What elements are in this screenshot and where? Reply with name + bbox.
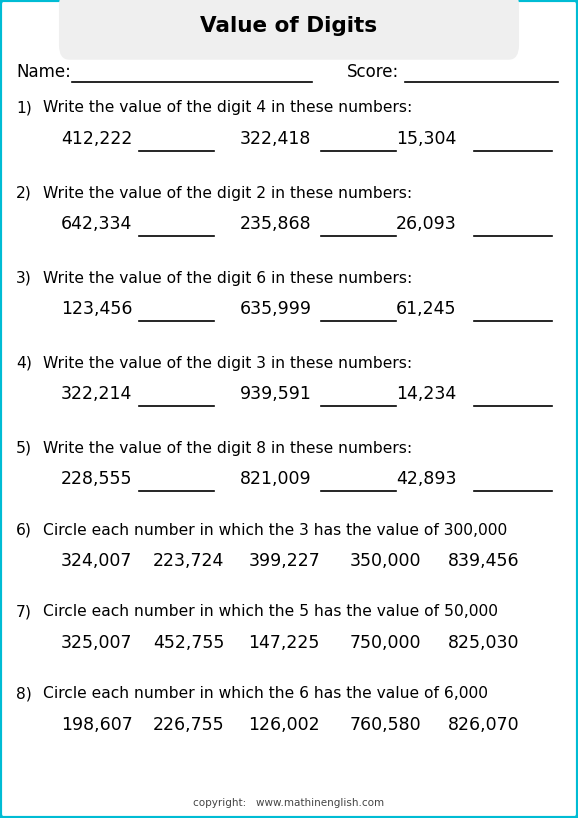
Text: 228,555: 228,555 [61, 470, 132, 488]
Text: 147,225: 147,225 [249, 634, 320, 652]
Text: 826,070: 826,070 [448, 716, 520, 734]
Text: 839,456: 839,456 [448, 552, 520, 570]
Text: 42,893: 42,893 [396, 470, 457, 488]
Text: 15,304: 15,304 [396, 130, 456, 148]
Text: 14,234: 14,234 [396, 385, 456, 403]
Text: Write the value of the digit 8 in these numbers:: Write the value of the digit 8 in these … [43, 441, 413, 456]
Text: 26,093: 26,093 [396, 215, 457, 233]
Text: 322,418: 322,418 [240, 130, 311, 148]
Text: 325,007: 325,007 [61, 634, 132, 652]
Text: Circle each number in which the 5 has the value of 50,000: Circle each number in which the 5 has th… [43, 605, 498, 619]
Text: 235,868: 235,868 [240, 215, 312, 233]
Text: Name:: Name: [16, 63, 71, 81]
Text: 760,580: 760,580 [350, 716, 421, 734]
Text: 750,000: 750,000 [350, 634, 421, 652]
Text: 1): 1) [16, 101, 32, 115]
Text: 3): 3) [16, 271, 32, 285]
Text: 322,214: 322,214 [61, 385, 132, 403]
Text: 61,245: 61,245 [396, 300, 457, 318]
Text: 324,007: 324,007 [61, 552, 132, 570]
Text: 635,999: 635,999 [240, 300, 312, 318]
Text: 226,755: 226,755 [153, 716, 225, 734]
Text: Write the value of the digit 4 in these numbers:: Write the value of the digit 4 in these … [43, 101, 413, 115]
Text: 126,002: 126,002 [249, 716, 320, 734]
Text: 939,591: 939,591 [240, 385, 312, 403]
Text: 198,607: 198,607 [61, 716, 132, 734]
Text: Write the value of the digit 6 in these numbers:: Write the value of the digit 6 in these … [43, 271, 413, 285]
Text: 8): 8) [16, 686, 32, 701]
Text: 399,227: 399,227 [249, 552, 320, 570]
Text: 452,755: 452,755 [153, 634, 224, 652]
Text: Write the value of the digit 3 in these numbers:: Write the value of the digit 3 in these … [43, 356, 413, 371]
Text: 642,334: 642,334 [61, 215, 132, 233]
Text: 6): 6) [16, 523, 32, 537]
Text: 412,222: 412,222 [61, 130, 132, 148]
Text: 825,030: 825,030 [448, 634, 520, 652]
Text: Circle each number in which the 3 has the value of 300,000: Circle each number in which the 3 has th… [43, 523, 507, 537]
Text: Score:: Score: [347, 63, 399, 81]
Text: 123,456: 123,456 [61, 300, 132, 318]
Text: 223,724: 223,724 [153, 552, 224, 570]
Text: Value of Digits: Value of Digits [201, 16, 377, 36]
Text: Circle each number in which the 6 has the value of 6,000: Circle each number in which the 6 has th… [43, 686, 488, 701]
Text: 7): 7) [16, 605, 32, 619]
Text: 5): 5) [16, 441, 32, 456]
Text: copyright:   www.mathinenglish.com: copyright: www.mathinenglish.com [194, 798, 384, 808]
Text: 350,000: 350,000 [350, 552, 421, 570]
Text: 2): 2) [16, 186, 32, 200]
Text: 4): 4) [16, 356, 32, 371]
Text: 821,009: 821,009 [240, 470, 312, 488]
FancyBboxPatch shape [59, 0, 519, 60]
Text: Write the value of the digit 2 in these numbers:: Write the value of the digit 2 in these … [43, 186, 413, 200]
